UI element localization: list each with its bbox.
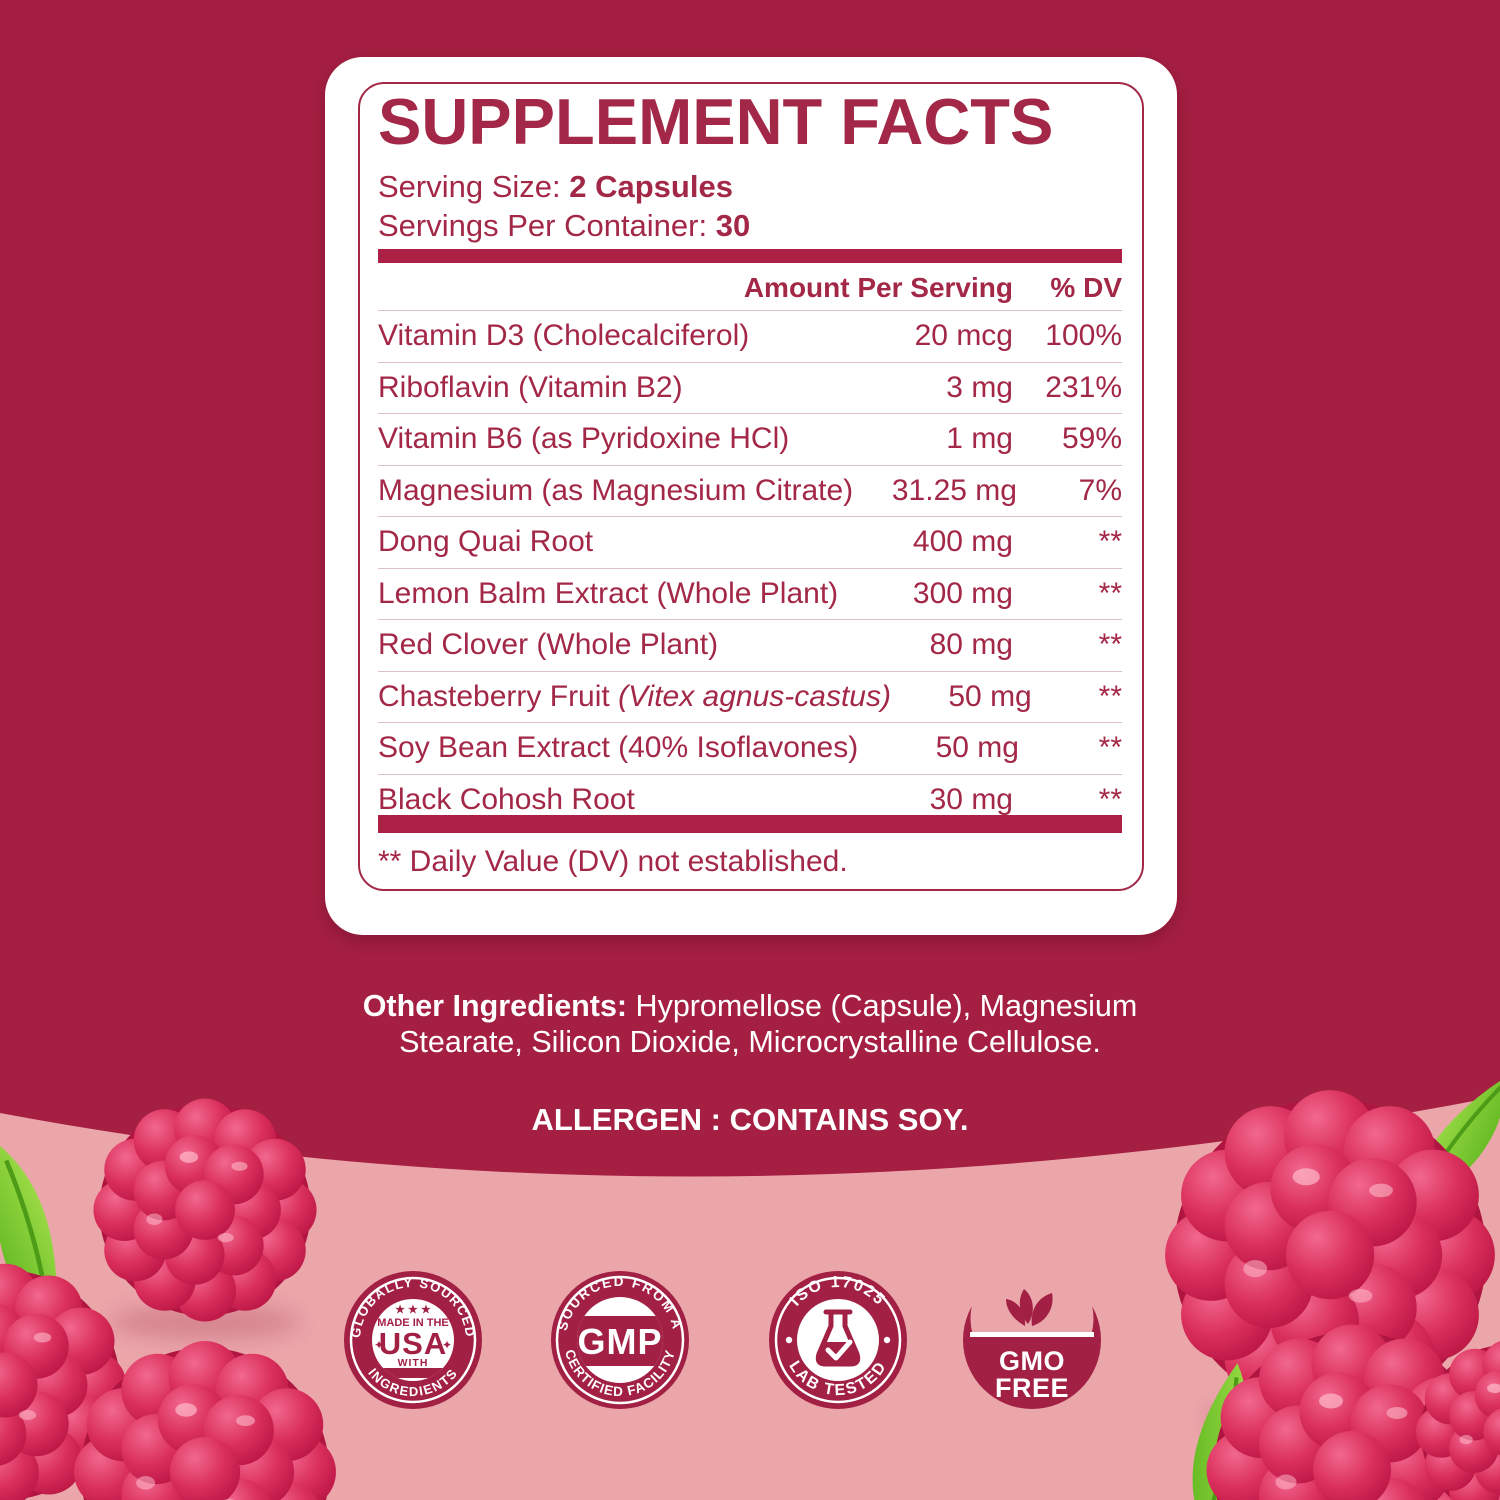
allergen-note: ALLERGEN : CONTAINS SOY. (531, 1102, 969, 1137)
svg-text:USA: USA (379, 1326, 447, 1361)
column-header-dv: % DV (1050, 272, 1122, 303)
svg-text:GMO: GMO (999, 1346, 1065, 1376)
svg-text:FREE: FREE (995, 1373, 1069, 1403)
leaves-icon (1006, 1289, 1053, 1326)
star-icon: ✦ (374, 1338, 384, 1352)
table-row: Black Cohosh Root 30 mg ** (378, 773, 1122, 826)
servings-per-container-line: Servings Per Container: 30 (378, 208, 750, 244)
star-icon: ✦ (442, 1338, 452, 1352)
table-row: Chasteberry Fruit (Vitex agnus-castus) 50… (378, 670, 1122, 723)
table-header: Amount Per Serving % DV (378, 271, 1122, 305)
supplement-facts-panel: SUPPLEMENT FACTS Serving Size: 2 Capsule… (325, 57, 1177, 935)
daily-value-footnote: ** Daily Value (DV) not established. (378, 845, 848, 878)
other-ingredients-label: Other Ingredients: (362, 989, 628, 1023)
other-ingredients: Other Ingredients: Hypromellose (Capsule… (355, 988, 1145, 1060)
badge-gmo-free: GMO FREE (963, 1270, 1101, 1409)
svg-text:MADE IN THE: MADE IN THE (377, 1317, 449, 1329)
serving-size-line: Serving Size: 2 Capsules (378, 169, 733, 205)
svg-text:WITH: WITH (398, 1357, 429, 1369)
table-row: Magnesium (as Magnesium Citrate) 31.25 mg… (378, 464, 1122, 517)
other-ingredients-text: Hypromellose (Capsule), Magnesium Steara… (399, 989, 1138, 1059)
servings-value: 30 (715, 208, 751, 243)
serving-size-value: 2 Capsules (569, 169, 733, 204)
ingredients-table: Vitamin D3 (Cholecalciferol) 20 mcg 100% R… (378, 310, 1122, 825)
badge-iso-17025: ISO 17025 LAB TESTED (769, 1271, 907, 1409)
table-row: Vitamin D3 (Cholecalciferol) 20 mcg 100% (378, 310, 1122, 362)
table-row: Dong Quai Root 400 mg ** (378, 516, 1122, 568)
table-row: Soy Bean Extract (40% Isoflavones) 50 mg *… (378, 722, 1122, 774)
table-row: Lemon Balm Extract (Whole Plant) 300 mg ** (378, 567, 1122, 620)
table-row: Vitamin B6 (as Pyridoxine HCl) 1 mg 59% (378, 413, 1122, 465)
table-row: Red Clover (Whole Plant) 80 mg ** (378, 619, 1122, 671)
servings-label: Servings Per Container: (378, 208, 708, 243)
svg-text:GMP: GMP (577, 1321, 662, 1362)
badge-gmp: SOURCED FROM A CERTIFIED FACILITY GMP (551, 1271, 689, 1409)
usa-stripe (372, 1368, 454, 1378)
badge-made-in-usa: GLOBALLY SOURCED INGREDIENTS ★ ★ ★ MADE … (344, 1271, 482, 1409)
table-row: Riboflavin (Vitamin B2) 3 mg 231% (378, 361, 1122, 414)
lab-flask-icon (815, 1309, 861, 1367)
page-title: SUPPLEMENT FACTS (378, 85, 1054, 158)
column-header-amount: Amount Per Serving (743, 272, 1013, 303)
pink-curved-band (0, 1096, 1500, 1500)
divider-bar-top (378, 249, 1122, 263)
stars-icon: ★ ★ ★ (395, 1304, 431, 1316)
divider-bar-bottom (378, 815, 1122, 833)
serving-size-label: Serving Size: (378, 169, 561, 204)
